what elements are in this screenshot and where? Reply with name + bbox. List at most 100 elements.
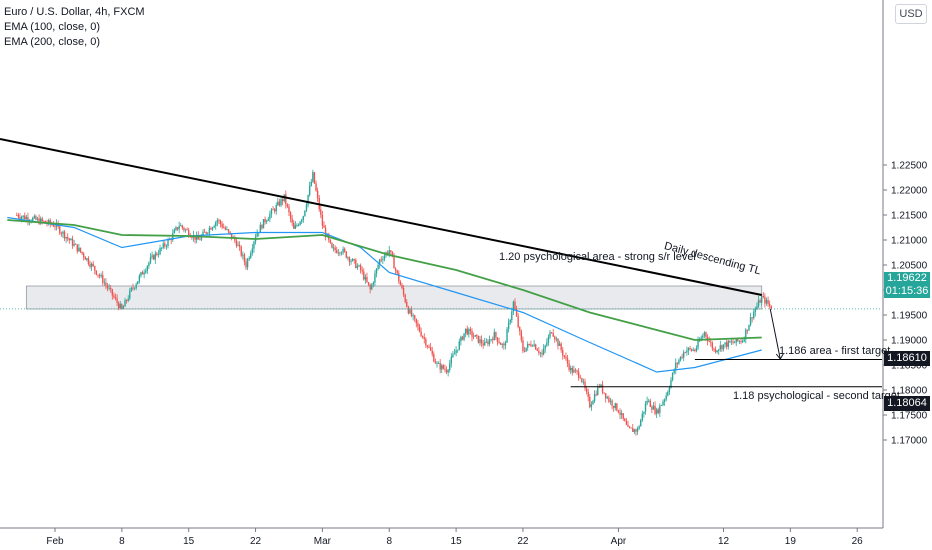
candle-body — [25, 217, 28, 219]
candle-body — [702, 335, 704, 338]
price-tick-label: 1.22500 — [891, 161, 928, 172]
candle-body — [227, 229, 230, 232]
candle-body — [41, 218, 43, 221]
price-tick-label: 1.19000 — [891, 336, 928, 347]
candle-body — [363, 271, 365, 280]
candle-body — [135, 284, 137, 288]
candle-body — [585, 388, 588, 393]
candle-body — [86, 258, 88, 260]
candle-body — [355, 260, 357, 269]
candle-body — [528, 343, 531, 345]
candle-body — [141, 272, 144, 275]
candle-body — [173, 229, 176, 234]
ema-100-legend: EMA (100, close, 0) — [4, 21, 100, 33]
candle-body — [175, 227, 177, 230]
time-tick-label: Mar — [314, 536, 332, 547]
candle-body — [444, 368, 446, 370]
candle-body — [727, 340, 729, 347]
candle-body — [39, 218, 42, 224]
candle-body — [520, 331, 523, 341]
candle-body — [673, 370, 675, 373]
candle-body — [275, 205, 277, 212]
time-tick-label: 15 — [451, 536, 463, 547]
candle-body — [679, 356, 682, 361]
candle-body — [587, 392, 589, 397]
candle-body — [59, 226, 61, 234]
candle-body — [746, 329, 749, 331]
candle-body — [716, 350, 718, 353]
candle-body — [558, 343, 561, 346]
candle-body — [343, 248, 346, 252]
candle-body — [73, 243, 75, 246]
candle-body — [316, 190, 319, 198]
candle-body — [226, 229, 228, 231]
candle-body — [630, 427, 632, 429]
candle-body — [281, 199, 284, 202]
candle-body — [429, 347, 432, 351]
candle-body — [655, 409, 658, 414]
time-tick-label: 8 — [119, 536, 125, 547]
candle-body — [82, 253, 85, 257]
candle-body — [764, 296, 766, 304]
candle-body — [754, 309, 757, 313]
candle-body — [608, 397, 610, 402]
candle-body — [183, 227, 185, 231]
candle-body — [703, 332, 706, 336]
candle-body — [762, 296, 764, 297]
candle-body — [617, 410, 620, 413]
candle-body — [114, 297, 117, 299]
candle-body — [87, 258, 90, 264]
candle-body — [420, 331, 422, 337]
candle-body — [425, 339, 427, 346]
candle-body — [348, 257, 351, 262]
candle-body — [761, 296, 763, 303]
candle-body — [289, 212, 292, 219]
candle-body — [89, 263, 91, 267]
candle-body — [245, 261, 247, 268]
candle-body — [641, 413, 644, 421]
candle-body — [609, 400, 612, 402]
candle-body — [326, 234, 328, 237]
currency-button[interactable]: USD — [895, 4, 927, 24]
candle-body — [63, 231, 66, 239]
candle-body — [293, 222, 295, 229]
candle-body — [307, 194, 309, 205]
candle-body — [406, 301, 408, 307]
candle-body — [205, 232, 207, 234]
candle-body — [124, 300, 126, 307]
second-target-annotation: 1.18 psychological - second target — [733, 390, 900, 402]
candle-body — [597, 386, 599, 396]
candle-body — [243, 254, 246, 262]
candle-body — [74, 243, 77, 245]
candle-body — [509, 319, 511, 323]
candle-body — [262, 219, 265, 229]
candle-body — [267, 219, 269, 221]
candle-body — [380, 259, 382, 261]
projection-arrow-head — [775, 353, 784, 360]
candle-body — [733, 342, 736, 344]
zone-annotation: 1.20 psychological area - strong s/r lev… — [499, 251, 696, 263]
candle-body — [445, 369, 448, 373]
time-tick-label: 19 — [785, 536, 797, 547]
price-tick-label: 1.17500 — [891, 411, 928, 422]
candle-body — [665, 395, 667, 400]
candle-body — [310, 181, 312, 186]
candle-body — [689, 348, 691, 349]
candle-body — [286, 204, 289, 207]
candle-body — [105, 282, 107, 286]
candle-body — [261, 224, 263, 229]
candle-body — [119, 304, 121, 309]
candle-body — [640, 420, 642, 427]
candle-body — [668, 387, 671, 392]
candle-body — [270, 209, 273, 214]
candle-body — [684, 352, 686, 354]
candle-body — [453, 353, 456, 355]
sr-zone-rect — [25, 285, 763, 310]
candle-body — [484, 342, 486, 346]
candle-body — [418, 326, 421, 332]
candle-body — [334, 247, 336, 251]
candle-body — [79, 247, 82, 252]
candle-body — [35, 216, 37, 220]
candle-body — [320, 209, 322, 215]
